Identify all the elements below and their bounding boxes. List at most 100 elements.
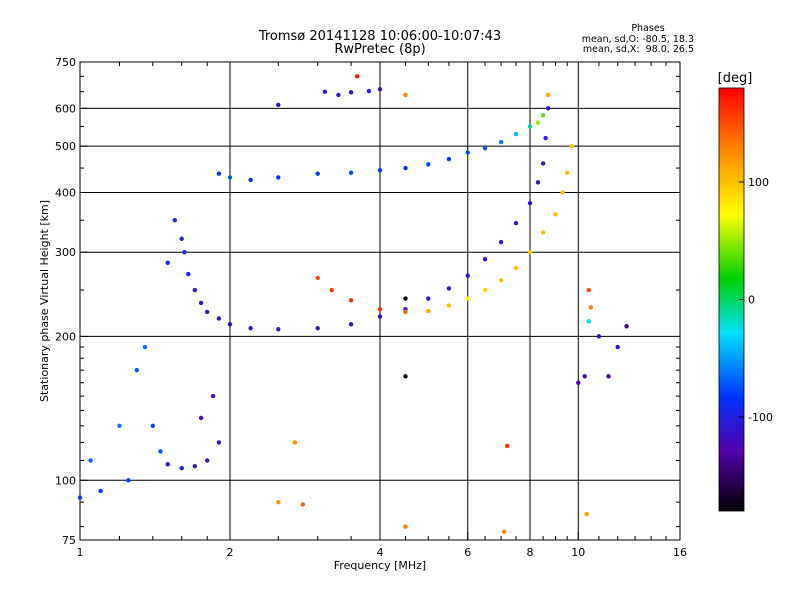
data-point (569, 143, 574, 149)
data-point (142, 344, 148, 350)
y-tick-label: 750 (55, 56, 76, 69)
data-point (615, 344, 620, 350)
data-point (300, 502, 306, 507)
data-point (545, 106, 551, 111)
chart-subtitle: RwPretec (8p) (334, 42, 425, 57)
x-tick-label: 4 (377, 546, 384, 559)
y-tick-label: 300 (55, 246, 76, 259)
data-point (210, 393, 216, 399)
data-point (315, 275, 320, 281)
data-point (192, 464, 198, 469)
data-point (540, 161, 546, 166)
data-point (624, 324, 629, 329)
data-point (276, 499, 281, 505)
grid-lines (80, 62, 680, 540)
stats-line-x: mean, sd,X: 98.0, 26.5 (583, 44, 694, 55)
data-point (348, 322, 354, 327)
data-point (198, 415, 204, 421)
data-point (348, 90, 354, 95)
data-point (336, 92, 341, 98)
data-point (501, 529, 507, 535)
data-point (527, 200, 533, 206)
colorbar-tick-label: 100 (748, 176, 769, 189)
data-point (588, 305, 594, 310)
y-axis-label: Stationary phase Virtual Height [km] (38, 200, 51, 402)
data-point (216, 316, 222, 321)
data-point (482, 146, 488, 151)
x-tick-label: 1 (77, 546, 84, 559)
data-point (403, 374, 408, 379)
data-point (165, 462, 170, 467)
y-tick-label: 100 (55, 474, 76, 487)
data-point (329, 287, 334, 293)
data-point (582, 374, 587, 379)
data-point (216, 171, 222, 176)
data-point (540, 230, 546, 235)
data-point (606, 374, 611, 379)
data-point (403, 296, 408, 301)
data-point (134, 367, 139, 373)
x-tick-label: 16 (673, 546, 687, 559)
data-point (292, 440, 298, 445)
data-point (377, 86, 383, 92)
data-point (498, 239, 504, 245)
data-point (192, 287, 198, 293)
data-point (498, 278, 504, 283)
data-point (88, 458, 93, 463)
data-point (527, 250, 533, 255)
stats-heading: Phases (631, 23, 664, 34)
data-point (465, 150, 470, 155)
data-point (186, 271, 191, 277)
data-point (377, 168, 383, 173)
data-point (204, 309, 210, 315)
data-point (216, 440, 222, 445)
stats-line-o: mean, sd,O: -80.5, 18.3 (582, 34, 694, 45)
data-point (198, 300, 204, 306)
colorbar-ticks: 100 0 -100 (739, 176, 773, 424)
data-point (348, 298, 354, 303)
data-point (315, 171, 320, 176)
x-axis-label: Frequency [MHz] (334, 559, 426, 572)
data-point (77, 495, 83, 500)
data-point (322, 89, 328, 94)
data-point (377, 306, 383, 312)
data-point (315, 326, 320, 331)
data-point (446, 303, 452, 308)
data-point (172, 218, 178, 223)
data-point (403, 524, 408, 529)
data-point (584, 511, 589, 517)
data-point (465, 273, 470, 278)
colorbar-tick-label: -100 (748, 411, 773, 424)
data-point (98, 488, 103, 494)
data-point (586, 319, 592, 324)
data-point (465, 296, 470, 301)
data-points (77, 74, 629, 535)
x-tick-label: 6 (464, 546, 471, 559)
minor-ticks (80, 62, 680, 540)
data-point (545, 92, 551, 98)
data-point (482, 287, 488, 293)
x-tick-label: 10 (571, 546, 585, 559)
data-point (377, 314, 383, 319)
data-point (446, 156, 452, 162)
x-tick-label: 2 (227, 546, 234, 559)
data-point (403, 165, 408, 171)
data-point (540, 113, 546, 118)
data-point (513, 221, 519, 226)
data-point (366, 88, 372, 94)
data-point (504, 443, 510, 449)
data-point (227, 175, 233, 180)
data-point (150, 423, 156, 429)
data-point (227, 322, 233, 327)
x-tick-labels: 1 2 4 6 8 10 16 (77, 532, 687, 559)
data-point (535, 180, 541, 185)
data-point (543, 135, 548, 141)
y-tick-label: 500 (55, 140, 76, 153)
data-point (498, 139, 504, 145)
data-point (426, 308, 431, 314)
data-point (165, 260, 170, 266)
data-point (560, 190, 565, 195)
data-point (482, 257, 488, 262)
data-point (276, 102, 281, 108)
data-point (276, 327, 281, 332)
